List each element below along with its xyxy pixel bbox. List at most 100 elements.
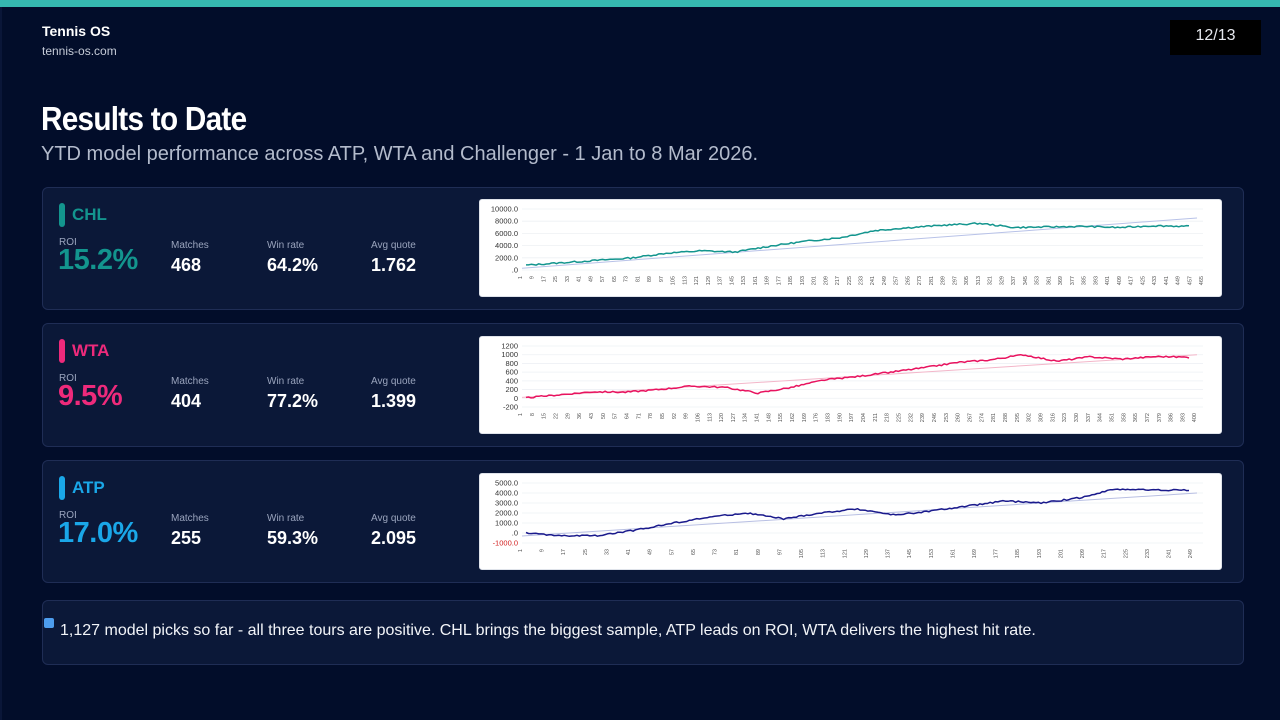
y-tick-label: .0 (512, 529, 518, 538)
tour-card-wta: WTA ROI 9.5% Matches 404 Win rate 77.2% … (42, 323, 1244, 447)
avg-quote-value: 1.399 (371, 391, 417, 411)
x-tick-label: 92 (672, 413, 678, 419)
x-tick-label: 121 (694, 276, 700, 285)
trendline (521, 217, 1198, 269)
x-tick-label: 209 (1080, 549, 1086, 558)
x-tick-label: 177 (776, 276, 782, 285)
win-rate-label: Win rate (267, 240, 305, 251)
x-tick-label: 1 (518, 276, 524, 279)
x-tick-label: 233 (859, 276, 865, 285)
x-tick-label: 73 (713, 549, 719, 555)
x-tick-label: 99 (684, 413, 690, 419)
brand-url[interactable]: tennis-os.com (42, 44, 117, 58)
x-tick-label: 105 (671, 276, 677, 285)
x-tick-label: 145 (907, 549, 913, 558)
x-tick-label: 190 (837, 413, 843, 422)
x-tick-label: 43 (589, 413, 595, 419)
matches-label: Matches (171, 240, 209, 251)
win-rate-value: 77.2% (267, 391, 319, 411)
y-tick-label: 600 (505, 368, 518, 377)
x-tick-label: 253 (944, 413, 950, 422)
x-tick-label: 249 (1188, 549, 1194, 558)
x-tick-label: 241 (870, 276, 876, 285)
x-tick-label: 169 (765, 276, 771, 285)
x-tick-label: 393 (1180, 413, 1186, 422)
avg-quote-label: Avg quote (371, 513, 416, 524)
x-tick-label: 22 (553, 413, 559, 419)
y-tick-label: 0 (514, 394, 518, 403)
x-tick-label: 232 (908, 413, 914, 422)
x-tick-label: 309 (1038, 413, 1044, 422)
x-tick-label: 379 (1157, 413, 1163, 422)
roi-label: ROI (59, 237, 77, 248)
x-tick-label: 225 (897, 413, 903, 422)
tour-name: CHL (72, 205, 107, 224)
x-tick-label: 281 (929, 276, 935, 285)
x-tick-label: 9 (530, 276, 536, 279)
x-tick-label: 57 (600, 276, 606, 282)
x-tick-label: 211 (873, 413, 879, 422)
page-title: Results to Date (41, 100, 247, 137)
win-rate-stat: Win rate 59.3% (267, 513, 318, 549)
x-tick-label: 281 (991, 413, 997, 422)
x-tick-label: 121 (842, 549, 848, 558)
x-tick-label: 330 (1074, 413, 1080, 422)
x-tick-label: 176 (814, 413, 820, 422)
y-tick-label: 10000.0 (491, 205, 518, 214)
x-tick-label: 113 (682, 276, 688, 285)
y-tick-label: 5000.0 (495, 479, 518, 488)
x-tick-label: 29 (565, 413, 571, 419)
y-tick-label: 6000.0 (495, 229, 518, 238)
x-tick-label: 134 (743, 413, 749, 422)
x-tick-label: 289 (941, 276, 947, 285)
y-tick-label: -1000.0 (493, 539, 518, 548)
x-tick-label: 260 (956, 413, 962, 422)
x-tick-label: 1 (518, 549, 524, 552)
x-tick-label: 127 (731, 413, 737, 422)
x-tick-label: 15 (542, 413, 548, 419)
x-tick-label: 185 (788, 276, 794, 285)
y-tick-label: 4000.0 (495, 241, 518, 250)
x-tick-label: 288 (1003, 413, 1009, 422)
matches-label: Matches (171, 376, 209, 387)
x-tick-label: 241 (1167, 549, 1173, 558)
x-tick-label: 85 (660, 413, 666, 419)
x-tick-label: 441 (1164, 276, 1170, 285)
x-tick-label: 57 (669, 549, 675, 555)
trendline (521, 492, 1198, 537)
y-tick-label: 3000.0 (495, 499, 518, 508)
win-rate-value: 59.3% (267, 528, 319, 548)
roi-label: ROI (59, 373, 77, 384)
x-tick-label: 106 (695, 413, 701, 422)
y-tick-label: 200 (505, 385, 518, 394)
chl-profit-chart: .0 2000.0 4000.0 6000.0 8000.0 10000.0 1 9 17 25 3… (479, 199, 1222, 297)
summary-note: 1,127 model picks so far - all three tou… (42, 600, 1244, 665)
y-tick-label: 2000.0 (495, 253, 518, 262)
x-tick-label: 145 (729, 276, 735, 285)
y-tick-label: 400 (505, 376, 518, 385)
avg-quote-stat: Avg quote 1.399 (371, 376, 416, 412)
x-tick-label: 89 (756, 549, 762, 555)
x-tick-label: 204 (861, 413, 867, 422)
x-tick-label: 297 (952, 276, 958, 285)
x-tick-label: 316 (1050, 413, 1056, 422)
tour-name: WTA (72, 341, 110, 360)
x-tick-label: 217 (835, 276, 841, 285)
x-tick-label: 337 (1011, 276, 1017, 285)
matches-stat: Matches 468 (171, 240, 209, 276)
y-tick-label: 4000.0 (495, 489, 518, 498)
page-subtitle: YTD model performance across ATP, WTA an… (41, 143, 759, 165)
y-tick-label: 8000.0 (495, 217, 518, 226)
x-tick-label: 457 (1187, 276, 1193, 285)
x-tick-label: 65 (691, 549, 697, 555)
x-tick-label: 345 (1023, 276, 1029, 285)
matches-value: 255 (171, 528, 202, 548)
x-tick-label: 89 (647, 276, 653, 282)
win-rate-stat: Win rate 77.2% (267, 376, 318, 412)
tour-color-bar (59, 476, 65, 500)
x-tick-label: 73 (624, 276, 630, 282)
x-tick-label: 321 (988, 276, 994, 285)
x-tick-label: 36 (577, 413, 583, 419)
x-tick-label: 433 (1152, 276, 1158, 285)
